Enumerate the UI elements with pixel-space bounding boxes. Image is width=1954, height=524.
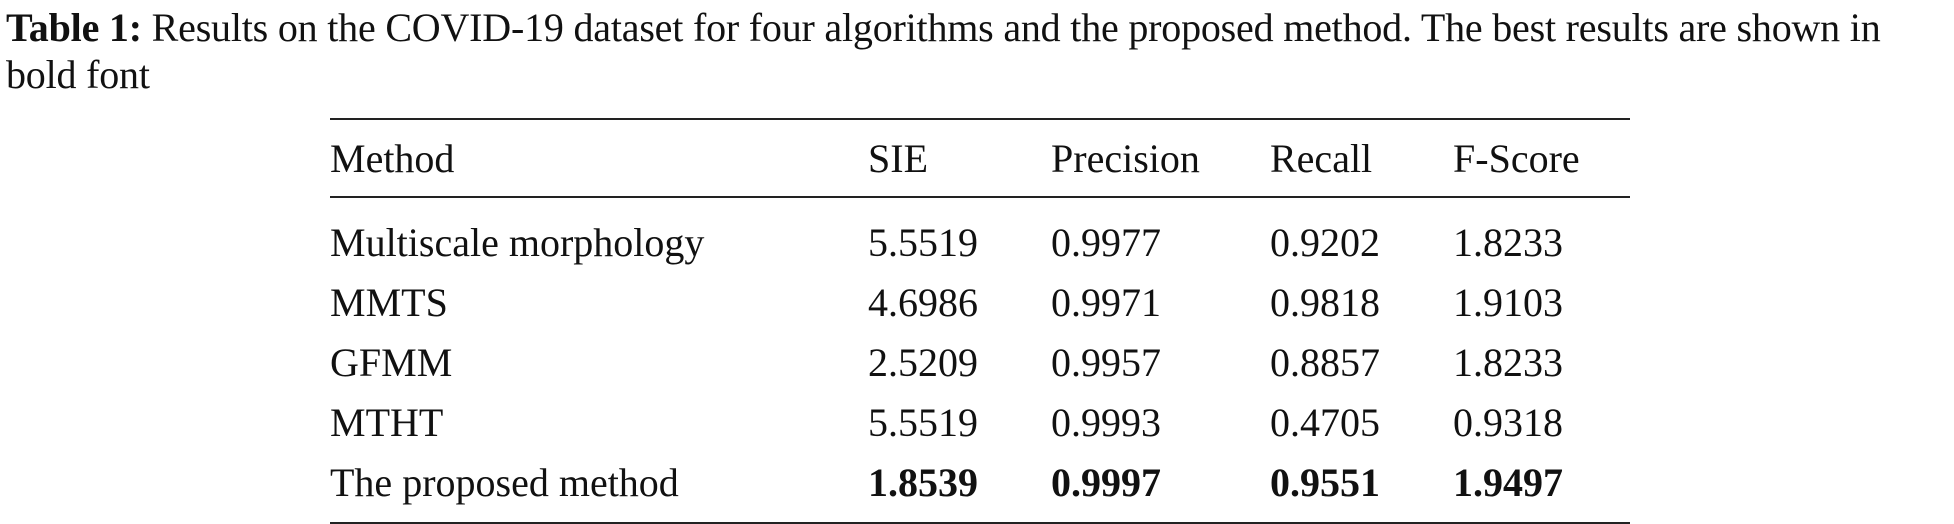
table-row: MTHT 5.5519 0.9993 0.4705 0.9318 [330,392,1630,452]
cell-sie: 4.6986 [868,279,978,325]
cell-precision: 0.9971 [1051,279,1161,325]
cell-sie-best: 1.8539 [868,459,978,505]
table-row: Multiscale morphology 5.5519 0.9977 0.92… [330,197,1630,272]
results-table: Method SIE Precision Recall F-Score Mult… [330,118,1630,524]
cell-sie: 2.5209 [868,339,978,385]
table-header-row: Method SIE Precision Recall F-Score [330,119,1630,197]
cell-fscore: 0.9318 [1453,399,1563,445]
cell-fscore: 1.9103 [1453,279,1563,325]
header-precision: Precision [1051,135,1200,181]
cell-sie: 5.5519 [868,219,978,265]
cell-precision: 0.9993 [1051,399,1161,445]
cell-method: The proposed method [330,459,679,505]
cell-recall: 0.8857 [1270,339,1380,385]
header-method: Method [330,135,455,181]
cell-fscore: 1.8233 [1453,219,1563,265]
cell-precision: 0.9957 [1051,339,1161,385]
cell-recall-best: 0.9551 [1270,459,1380,505]
table-row-best: The proposed method 1.8539 0.9997 0.9551… [330,452,1630,523]
caption-label: Table 1: [6,5,142,50]
cell-fscore-best: 1.9497 [1453,459,1563,505]
table-caption: Table 1: Results on the COVID-19 dataset… [6,4,1946,98]
header-sie: SIE [868,135,928,181]
cell-method: GFMM [330,339,453,385]
table-row: GFMM 2.5209 0.9957 0.8857 1.8233 [330,332,1630,392]
cell-recall: 0.9818 [1270,279,1380,325]
cell-method: MTHT [330,399,444,445]
cell-recall: 0.4705 [1270,399,1380,445]
cell-fscore: 1.8233 [1453,339,1563,385]
header-fscore: F-Score [1453,135,1580,181]
cell-precision: 0.9977 [1051,219,1161,265]
cell-sie: 5.5519 [868,399,978,445]
cell-method: MMTS [330,279,448,325]
results-table-container: Method SIE Precision Recall F-Score Mult… [330,118,1630,524]
table-row: MMTS 4.6986 0.9971 0.9818 1.9103 [330,272,1630,332]
caption-text: Results on the COVID-19 dataset for four… [6,5,1881,97]
cell-precision-best: 0.9997 [1051,459,1161,505]
header-recall: Recall [1270,135,1373,181]
cell-method: Multiscale morphology [330,219,705,265]
cell-recall: 0.9202 [1270,219,1380,265]
